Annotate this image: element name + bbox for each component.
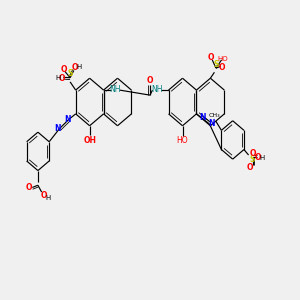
Text: NH: NH — [110, 85, 121, 94]
Text: O: O — [255, 153, 261, 162]
Text: HO: HO — [218, 56, 228, 62]
Text: O: O — [71, 63, 78, 72]
Text: O: O — [218, 63, 225, 72]
Text: O: O — [61, 64, 67, 74]
Text: S: S — [68, 69, 73, 78]
Text: H: H — [76, 64, 81, 70]
Text: O: O — [246, 163, 253, 172]
Text: S: S — [213, 60, 219, 69]
Text: HO: HO — [177, 136, 188, 145]
Text: N: N — [64, 115, 70, 124]
Text: O: O — [249, 149, 256, 158]
Text: N: N — [208, 119, 214, 128]
Text: O: O — [208, 53, 214, 62]
Text: CH₃: CH₃ — [209, 113, 220, 118]
Text: O: O — [26, 184, 32, 193]
Text: O: O — [41, 191, 47, 200]
Text: O: O — [59, 74, 66, 83]
Text: NH: NH — [151, 85, 163, 94]
Text: OH: OH — [83, 136, 96, 145]
Text: H: H — [56, 75, 61, 81]
Text: H: H — [259, 155, 265, 161]
Text: O: O — [147, 76, 153, 85]
Text: H: H — [45, 195, 50, 201]
Text: S: S — [250, 155, 255, 164]
Text: N: N — [55, 124, 61, 133]
Text: N: N — [200, 113, 206, 122]
